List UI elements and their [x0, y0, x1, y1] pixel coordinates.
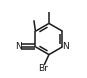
Text: N: N: [15, 42, 21, 51]
Text: N: N: [63, 42, 69, 51]
Text: Br: Br: [39, 64, 48, 73]
